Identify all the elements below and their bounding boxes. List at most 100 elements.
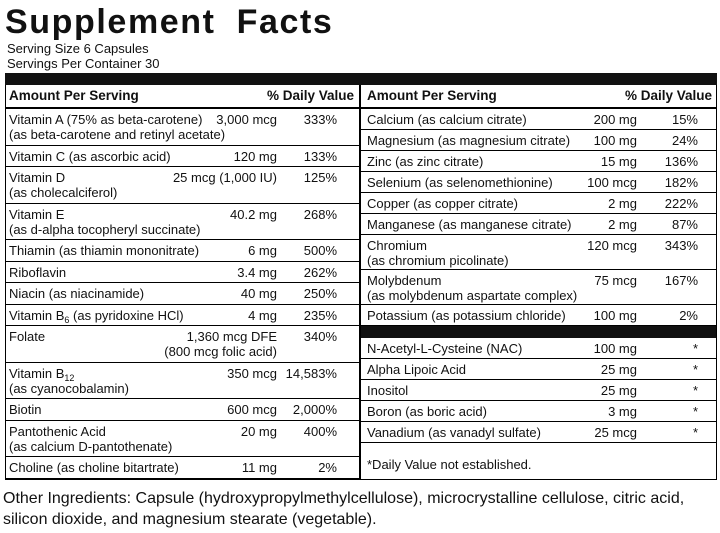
- nutrient-row: Vitamin E (as d-alpha tocopheryl succinat…: [6, 204, 359, 240]
- nutrient-name: Molybdenum: [367, 273, 442, 288]
- nutrient-row: Vitamin B12 (as cyanocobalamin) 350 mcg 14,…: [6, 363, 359, 399]
- nutrient-name: Choline (as choline bitartrate): [9, 460, 179, 475]
- name-subscript: 12: [64, 372, 75, 383]
- daily-value: 87%: [671, 217, 698, 232]
- nutrient-row: Magnesium (as magnesium citrate) 100 mg 24…: [361, 130, 716, 151]
- nutrient-name: Vitamin E: [9, 206, 65, 222]
- daily-value: 15%: [671, 112, 698, 127]
- nutrient-row: Choline (as choline bitartrate) 11 mg 2%: [6, 457, 359, 479]
- nutrient-row: Vanadium (as vanadyl sulfate) 25 mcg *: [361, 422, 716, 443]
- amount: 3 mg: [608, 404, 637, 419]
- amount: 15 mg: [600, 154, 637, 169]
- daily-value: *: [692, 341, 698, 356]
- serving-size: Serving Size 6 Capsules: [7, 41, 149, 56]
- amount: 20 mg: [240, 423, 277, 439]
- nutrient-row: Molybdenum (as molybdenum aspartate compl…: [361, 270, 716, 305]
- daily-value: 182%: [664, 175, 698, 190]
- amount: 2 mg: [608, 196, 637, 211]
- header-daily-value: % Daily Value: [624, 88, 712, 103]
- daily-value: 268%: [303, 206, 337, 222]
- daily-value: 340%: [303, 329, 337, 344]
- nutrient-row: Selenium (as selenomethionine) 100 mcg 182…: [361, 172, 716, 193]
- nutrient-row: Vitamin D (as cholecalciferol) 25 mcg (1,0…: [6, 167, 359, 204]
- daily-value: 343%: [664, 238, 698, 253]
- nutrient-name: Thiamin (as thiamin mononitrate): [9, 243, 200, 258]
- nutrient-name: Vitamin C (as ascorbic acid): [9, 148, 171, 164]
- amount: 11 mg: [241, 460, 277, 475]
- top-bar: [5, 73, 717, 85]
- nutrient-name: (as calcium D-pantothenate): [9, 438, 173, 454]
- amount: 6 mg: [248, 243, 277, 258]
- nutrient-name: (as cholecalciferol): [9, 185, 118, 200]
- left-border: [5, 85, 6, 480]
- amount: 100 mg: [593, 133, 637, 148]
- nutrient-name: Boron (as boric acid): [367, 404, 487, 419]
- daily-value: *: [692, 404, 698, 419]
- nutrient-name: Pantothenic Acid: [9, 423, 106, 439]
- daily-value: 2%: [679, 308, 698, 323]
- nutrient-name: Vanadium (as vanadyl sulfate): [367, 425, 541, 440]
- nutrient-name: (as molybdenum aspartate complex): [367, 288, 578, 303]
- header-amount: Amount Per Serving: [9, 88, 139, 103]
- nutrient-name: Potassium (as potassium chloride): [367, 308, 566, 323]
- amount: 120 mcg: [587, 238, 637, 253]
- nutrient-name: Alpha Lipoic Acid: [367, 362, 467, 377]
- amount: 40.2 mg: [230, 206, 277, 222]
- nutrient-name: Selenium (as selenomethionine): [367, 175, 553, 190]
- nutrient-row: Riboflavin 3.4 mg 262%: [6, 262, 359, 283]
- section-bar: [361, 326, 716, 338]
- bottom-border: [5, 479, 717, 480]
- right-border: [716, 85, 717, 480]
- amount: 25 mcg (1,000 IU): [172, 170, 277, 185]
- nutrient-name: Niacin (as niacinamide): [9, 286, 145, 301]
- name-subscript: 6: [64, 314, 70, 325]
- daily-value: 262%: [303, 264, 337, 280]
- amount: 100 mg: [593, 341, 637, 356]
- other-ingredients: Other Ingredients: Capsule (hydroxypropy…: [3, 490, 685, 528]
- nutrient-row: Copper (as copper citrate) 2 mg 222%: [361, 193, 716, 214]
- amount-note: (800 mcg folic acid): [164, 344, 277, 359]
- nutrient-row: Vitamin A (75% as beta-carotene) (as beta…: [6, 109, 359, 146]
- daily-value: 125%: [303, 170, 337, 185]
- daily-value: 167%: [664, 273, 698, 288]
- nutrient-row: Zinc (as zinc citrate) 15 mg 136%: [361, 151, 716, 172]
- amount: 100 mg: [593, 308, 637, 323]
- nutrient-name: Inositol: [367, 383, 409, 398]
- daily-value: 235%: [303, 307, 337, 323]
- daily-value: 2,000%: [292, 402, 337, 417]
- daily-value: 500%: [303, 243, 337, 258]
- nutrient-row: Biotin 600 mcg 2,000%: [6, 399, 359, 421]
- daily-value: 14,583%: [285, 365, 337, 381]
- daily-value: 133%: [303, 148, 337, 164]
- nutrient-name: Folate: [9, 329, 46, 344]
- nutrient-row: Potassium (as potassium chloride) 100 mg 2…: [361, 305, 716, 326]
- nutrient-name: (as d-alpha tocopheryl succinate): [9, 221, 201, 237]
- name-text: Vitamin B: [9, 365, 65, 381]
- nutrient-name: Vitamin A (75% as beta-carotene): [9, 112, 203, 127]
- nutrient-name: Manganese (as manganese citrate): [367, 217, 572, 232]
- nutrient-row: Manganese (as manganese citrate) 2 mg 87%: [361, 214, 716, 235]
- amount: 4 mg: [248, 307, 277, 323]
- nutrient-name: N-Acetyl-L-Cysteine (NAC): [367, 341, 523, 356]
- nutrient-name: (as chromium picolinate): [367, 253, 509, 268]
- amount: 3.4 mg: [237, 264, 277, 280]
- daily-value: *: [692, 425, 698, 440]
- amount: 3,000 mcg: [216, 112, 277, 127]
- amount: 25 mcg: [594, 425, 637, 440]
- nutrient-row: Pantothenic Acid (as calcium D-pantothena…: [6, 421, 359, 457]
- nutrient-name: (as beta-carotene and retinyl acetate): [9, 127, 226, 142]
- daily-value: 2%: [318, 460, 337, 475]
- daily-value: 333%: [303, 112, 337, 127]
- amount: 120 mg: [233, 148, 277, 164]
- daily-value: 250%: [303, 286, 337, 301]
- header-daily-value: % Daily Value: [266, 88, 354, 103]
- nutrient-row: Vitamin C (as ascorbic acid) 120 mg 133%: [6, 146, 359, 167]
- amount: 600 mcg: [227, 402, 277, 417]
- daily-value: 24%: [671, 133, 698, 148]
- daily-value: *: [692, 383, 698, 398]
- name-text: Vitamin B: [9, 307, 65, 323]
- column-divider: [359, 85, 361, 480]
- nutrient-name: (as cyanocobalamin): [9, 380, 129, 396]
- amount: 25 mg: [600, 362, 637, 377]
- nutrient-row: Boron (as boric acid) 3 mg *: [361, 401, 716, 422]
